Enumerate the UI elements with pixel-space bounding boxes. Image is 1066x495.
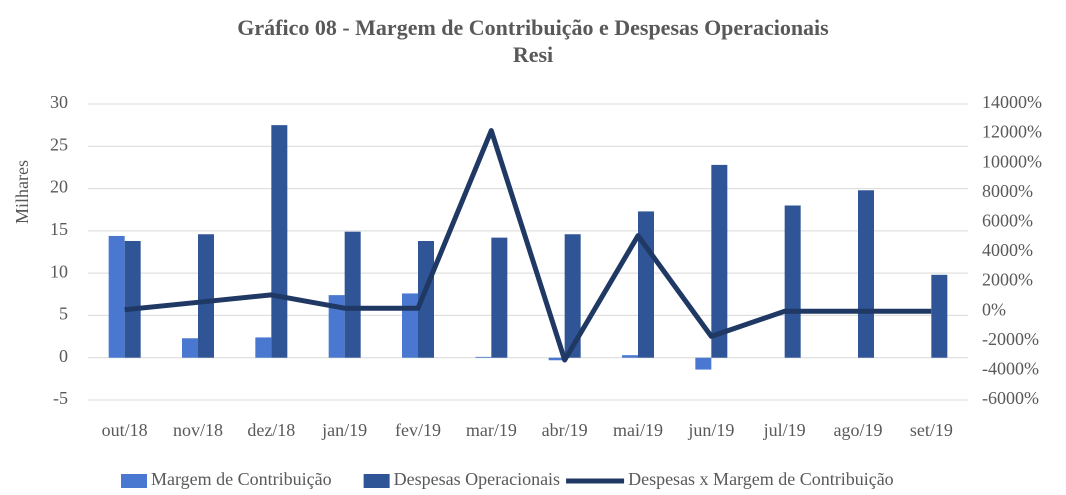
y-tick-label: 15 [50, 219, 68, 239]
y-axis-label: Milhares [12, 160, 32, 224]
y2-tick-label: 8000% [982, 181, 1033, 201]
x-tick-label: mai/19 [613, 420, 663, 440]
y-tick-label: 10 [50, 261, 68, 281]
line-series [124, 128, 932, 363]
bar [548, 357, 565, 361]
x-tick-label: dez/18 [247, 420, 295, 440]
x-tick-label: set/19 [910, 420, 953, 440]
legend-label: Despesas x Margem de Contribuição [628, 469, 894, 489]
y-tick-label: 30 [50, 92, 68, 112]
y-tick-label: 0 [59, 346, 68, 366]
legend-label: Despesas Operacionais [394, 469, 560, 489]
bar [402, 293, 418, 358]
bar [622, 355, 638, 358]
x-tick-label: jun/19 [687, 420, 734, 440]
y2-tick-label: 2000% [982, 270, 1033, 290]
x-tick-label: out/18 [102, 420, 148, 440]
x-tick-label: mar/19 [466, 420, 517, 440]
bar [182, 338, 198, 358]
x-tick-label: jul/19 [763, 420, 806, 440]
bar [271, 125, 288, 358]
bar [328, 295, 345, 358]
y2-tick-label: 0% [982, 299, 1006, 319]
bar [124, 241, 141, 358]
bar [255, 337, 272, 358]
x-tick-label: ago/19 [834, 420, 883, 440]
y2-tick-label: 14000% [982, 92, 1042, 112]
y2-tick-label: 6000% [982, 211, 1033, 231]
y2-tick-label: 12000% [982, 122, 1042, 142]
bar [695, 357, 712, 370]
y-tick-label: 25 [50, 134, 68, 154]
bar [858, 190, 874, 358]
y-tick-label: -5 [53, 388, 68, 408]
bar [108, 235, 125, 358]
x-tick-label: fev/19 [395, 420, 441, 440]
bar [711, 164, 728, 358]
legend-label: Margem de Contribuição [151, 469, 332, 489]
chart-title: Gráfico 08 - Margem de Contribuição e De… [237, 15, 829, 67]
y2-tick-label: -2000% [982, 329, 1039, 349]
y-tick-label: 5 [59, 304, 68, 324]
x-tick-label: jan/19 [321, 420, 367, 440]
y2-tick-label: -6000% [982, 388, 1039, 408]
x-tick-label: abr/19 [542, 420, 588, 440]
bar [198, 234, 214, 358]
bar [638, 211, 654, 358]
legend-swatch [121, 474, 147, 488]
legend-swatch [363, 474, 390, 488]
bar [491, 237, 508, 358]
x-tick-label: nov/18 [173, 420, 223, 440]
bar [931, 274, 948, 358]
bar [784, 205, 801, 358]
y2-tick-label: -4000% [982, 359, 1039, 379]
bar [344, 231, 361, 358]
bar [418, 241, 434, 358]
y-tick-label: 20 [50, 177, 68, 197]
bar [475, 356, 492, 358]
y2-tick-label: 4000% [982, 240, 1033, 260]
bar [564, 234, 581, 358]
y2-tick-label: 10000% [982, 151, 1042, 171]
